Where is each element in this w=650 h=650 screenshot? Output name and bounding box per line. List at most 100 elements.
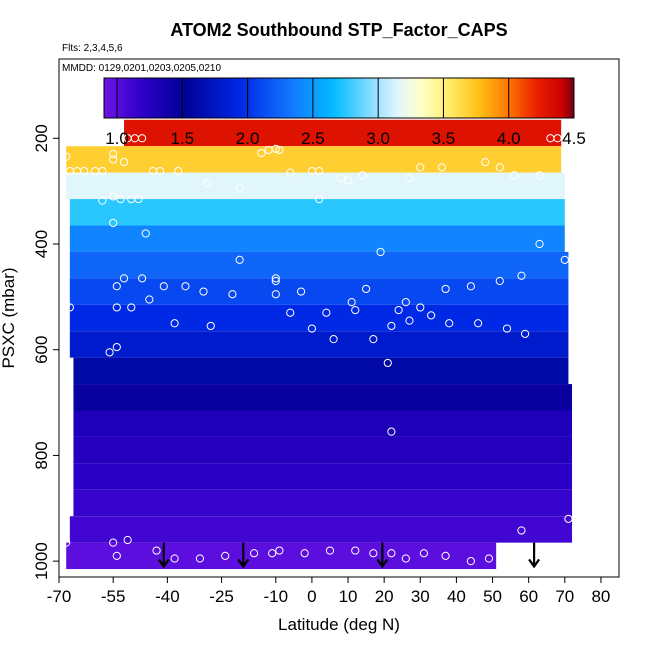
sample-point [419,549,429,558]
sample-point [437,163,447,172]
y-tick-label: 200 [32,124,51,152]
sample-point [286,308,295,317]
sample-point [510,171,519,180]
x-tick-label: 40 [447,587,466,606]
heatmap-layer [66,119,573,570]
profile-arrow [157,542,170,569]
colorbar-gradient [103,77,575,119]
sample-point [159,282,168,291]
y-axis: 200 400 600 800 1000 [32,124,59,580]
sample-point [249,549,259,558]
sample-point [307,324,317,333]
sample-point [112,282,121,291]
sample-point [502,324,512,333]
sample-point [473,319,483,328]
sample-point [466,282,475,291]
sample-point [405,173,414,183]
heatmap-band [73,384,573,411]
sample-point [109,192,118,201]
x-axis: -70 -55 -40 -25 -10 0 10 20 30 40 50 60 70 80 [47,577,610,606]
flights-label: Flts: 2,3,4,5,6 [62,43,123,54]
sample-point [300,549,309,558]
colorbar-tick-label: 3.0 [366,129,390,148]
sample-point [98,166,107,176]
y-tick-label: 600 [32,336,51,364]
sample-point [109,155,118,164]
sample-point [495,276,504,286]
colorbar-tick-label: 4.5 [562,129,586,148]
sample-point [416,303,425,312]
x-tick-label: 10 [339,587,358,606]
x-axis-label: Latitude (deg N) [278,615,400,634]
sample-point [268,549,277,558]
sample-point [134,194,143,204]
x-tick-label: 70 [555,587,574,606]
sample-point [137,134,147,143]
heatmap-band [69,251,569,279]
heatmap-band [66,542,497,570]
sample-point [553,134,562,143]
sample-point [174,166,183,176]
sample-point [520,329,530,338]
sample-point [315,194,324,204]
sample-point [347,298,356,307]
sample-point [170,554,179,563]
sample-point [361,284,371,294]
sample-point [181,282,190,291]
sample-point [123,535,132,545]
colorbar-tick-label: 3.5 [432,129,456,148]
heatmap-band [73,463,573,490]
y-tick-label: 1000 [32,542,51,580]
x-tick-label: 60 [519,587,538,606]
sample-point [137,274,147,283]
sample-point [145,295,154,304]
sample-point [351,546,360,555]
sample-point [336,173,345,183]
heatmap-band [73,410,573,437]
sample-point [466,557,475,566]
colorbar-tick-label: 1.5 [171,129,195,148]
arrows-layer [157,542,540,569]
sample-point [441,551,450,560]
sample-point [495,163,504,172]
sample-point [401,554,410,563]
colorbar-tick-label: 2.5 [301,129,325,148]
sample-point [109,538,118,547]
sample-point [62,152,71,161]
x-tick-label: -70 [47,587,72,606]
heatmap-band [73,357,569,385]
y-tick-label: 400 [32,230,51,258]
sample-point [394,305,403,315]
x-tick-label: -40 [155,587,180,606]
sample-point [564,514,573,523]
sample-point [271,290,280,299]
sample-point [127,303,136,312]
sample-point [351,305,360,315]
sample-point [369,549,378,558]
sample-point [62,538,71,547]
heatmap-band [73,489,573,517]
sample-point [141,229,150,238]
x-tick-label: -55 [101,587,126,606]
profile-arrow [528,542,540,569]
sample-point [427,311,436,320]
sample-point [383,358,392,368]
sample-point [271,144,280,153]
sample-point [535,239,544,249]
heatmap-band [69,304,569,332]
sample-point [484,554,494,563]
sample-point [206,321,215,331]
sample-point [343,176,353,185]
sample-point [441,284,450,294]
heatmap-band [124,119,562,147]
x-tick-label: -10 [263,587,288,606]
profile-arrow [376,542,389,569]
plot-frame [58,58,620,578]
sample-point [235,184,244,193]
sample-point [257,148,266,158]
y-axis-label: PSXC (mbar) [0,267,18,368]
sample-point [387,549,396,558]
sample-point [195,554,205,563]
sample-point [405,316,414,325]
